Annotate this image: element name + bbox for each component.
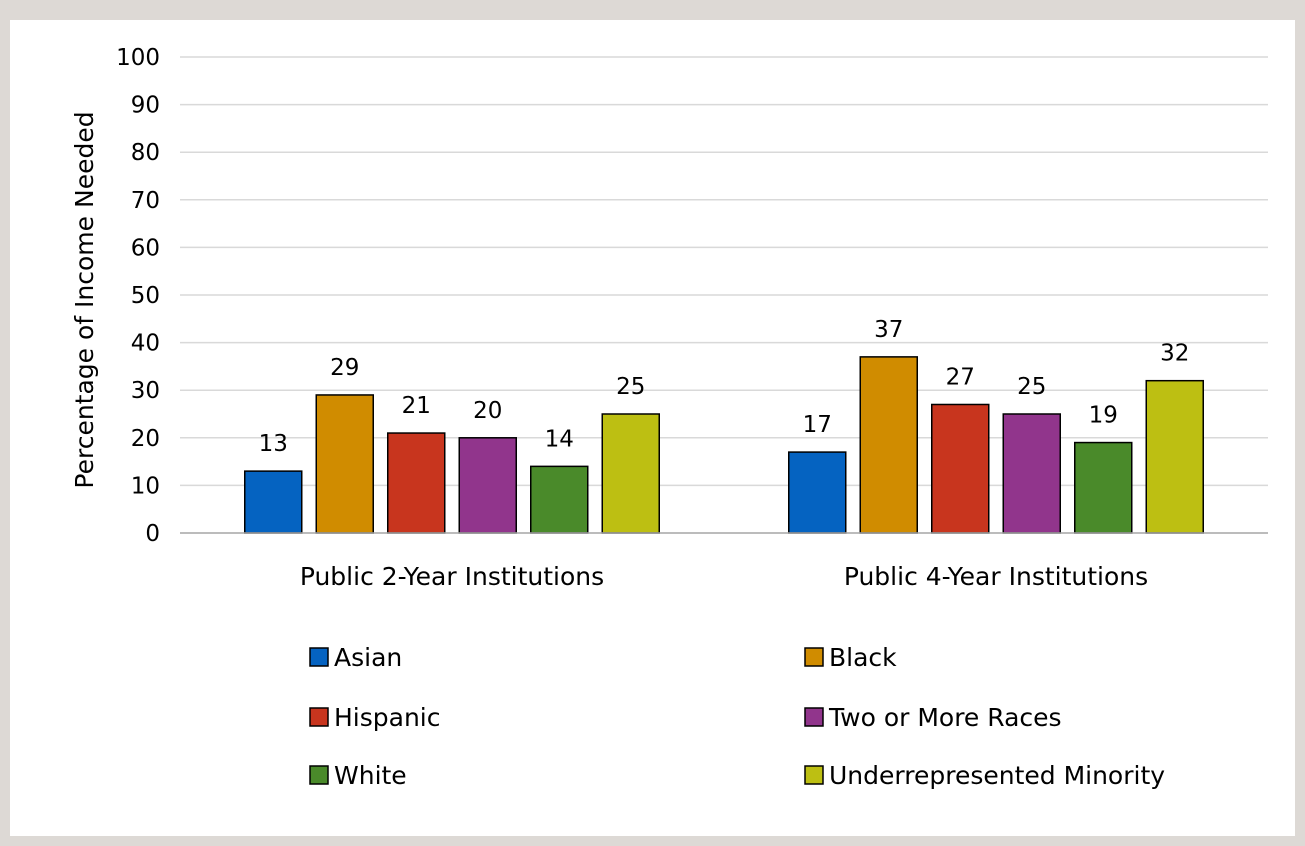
legend-swatch <box>309 707 329 727</box>
bars <box>244 356 1204 534</box>
y-tick-label: 90 <box>131 93 160 119</box>
data-label: 14 <box>545 426 574 452</box>
bar <box>387 432 446 534</box>
legend-swatch <box>804 647 824 667</box>
category-label: Public 4-Year Institutions <box>844 562 1148 591</box>
data-label: 21 <box>402 393 431 419</box>
legend-label: Underrepresented Minority <box>829 761 1165 790</box>
legend: Asian Black Hispanic Two or More Races White… <box>309 643 1165 790</box>
y-axis-ticks: 0 10 20 30 40 50 60 70 80 90 100 <box>116 45 160 547</box>
legend-label: Asian <box>334 643 402 672</box>
data-label: 25 <box>616 374 645 400</box>
legend-label: Black <box>829 643 897 672</box>
legend-swatch <box>804 707 824 727</box>
legend-swatch <box>804 765 824 785</box>
data-label: 29 <box>330 355 359 381</box>
y-tick-label: 60 <box>131 235 160 261</box>
gridlines <box>180 56 1268 487</box>
y-tick-label: 100 <box>116 45 160 71</box>
legend-label: Hispanic <box>334 703 441 732</box>
bar <box>859 356 918 534</box>
data-label: 13 <box>259 431 288 457</box>
y-tick-label: 80 <box>131 140 160 166</box>
y-tick-label: 10 <box>131 473 160 499</box>
data-label: 20 <box>473 398 502 424</box>
bar <box>244 470 303 534</box>
bar <box>530 465 589 534</box>
y-tick-label: 50 <box>131 283 160 309</box>
bar <box>931 403 990 534</box>
y-axis-title: Percentage of Income Needed <box>70 111 99 488</box>
bar <box>315 394 374 534</box>
bar <box>601 413 660 534</box>
legend-label: White <box>334 761 407 790</box>
category-label: Public 2-Year Institutions <box>300 562 604 591</box>
data-label: 17 <box>803 412 832 438</box>
data-label: 19 <box>1089 403 1118 429</box>
y-tick-label: 20 <box>131 426 160 452</box>
data-label: 32 <box>1160 341 1189 367</box>
bar <box>1145 379 1204 534</box>
legend-swatch <box>309 765 329 785</box>
bar <box>1002 413 1061 534</box>
data-label: 37 <box>874 317 903 343</box>
bar <box>458 437 517 534</box>
bar <box>788 451 847 534</box>
data-label: 27 <box>946 364 975 390</box>
legend-swatch <box>309 647 329 667</box>
y-tick-label: 40 <box>131 331 160 357</box>
y-tick-label: 0 <box>145 521 160 547</box>
legend-label: Two or More Races <box>828 703 1062 732</box>
data-label: 25 <box>1017 374 1046 400</box>
y-tick-label: 70 <box>131 188 160 214</box>
y-tick-label: 30 <box>131 378 160 404</box>
data-labels: 13 29 21 20 14 25 17 37 27 25 19 32 <box>259 317 1190 457</box>
category-labels: Public 2-Year Institutions Public 4-Year … <box>300 562 1148 591</box>
bar <box>1074 441 1133 534</box>
